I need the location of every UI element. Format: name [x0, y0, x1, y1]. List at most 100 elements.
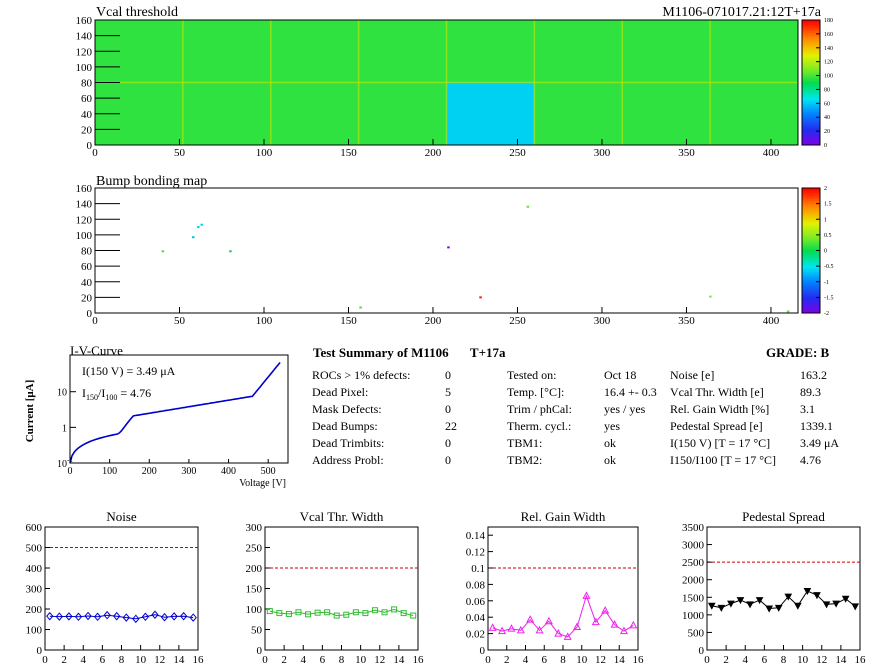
x-tick-label: 12 — [816, 654, 827, 666]
data-point — [803, 587, 812, 596]
summary-value: 0 — [445, 402, 451, 416]
palette-cell — [802, 38, 820, 42]
palette-frame — [801, 19, 821, 146]
summary-row: Mask Defects: 0 — [312, 401, 457, 418]
y-tick-label: 40 — [81, 277, 93, 289]
x-tick-label: 350 — [678, 147, 695, 159]
dead-bump-marker — [479, 296, 482, 299]
palette-cell — [802, 140, 820, 144]
palette-cell — [802, 115, 820, 119]
y-tick-label: 0.06 — [466, 596, 486, 608]
x-tick-label: 2 — [61, 654, 67, 666]
palette-cell — [802, 53, 820, 56]
summary-row: Noise [e] 163.2 — [670, 367, 839, 384]
data-point — [516, 625, 525, 634]
summary-value: 3.1 — [800, 402, 815, 416]
y-tick-label: 1000 — [682, 610, 705, 622]
x-tick-label: 400 — [763, 315, 780, 327]
summary-temp-label: T+17a — [469, 345, 506, 360]
summary-label: ROCs > 1% defects: — [312, 368, 411, 382]
graph-title: Vcal Thr. Width — [300, 509, 384, 524]
data-point — [746, 601, 754, 609]
summary-value: 1339.1 — [800, 419, 833, 433]
palette-cell — [802, 308, 820, 312]
data-point — [314, 609, 321, 616]
summary-row: Pedestal Spread [e] 1339.1 — [670, 418, 839, 435]
palette-cell — [802, 252, 820, 256]
palette-cell — [802, 288, 820, 291]
y-tick-label: 3500 — [682, 522, 705, 534]
x-tick-label: 100 — [256, 315, 273, 327]
data-point — [765, 605, 773, 613]
bump-map-title: Bump bonding map — [96, 174, 208, 189]
palette-cell — [802, 22, 820, 25]
y-tick-label: 50 — [251, 625, 263, 637]
data-point — [841, 595, 850, 603]
y-tick-label: 0 — [257, 645, 263, 657]
x-tick-label: 0 — [92, 315, 98, 327]
palette-cell — [802, 294, 820, 297]
palette-cell — [802, 296, 820, 299]
data-point — [305, 611, 312, 618]
data-point — [526, 615, 535, 623]
palette-cell — [802, 101, 820, 104]
x-tick-label: 150 — [340, 147, 357, 159]
summary-title: Test Summary of M1106 T+17a — [313, 345, 506, 361]
palette-cell — [802, 128, 820, 131]
palette-cell — [802, 40, 820, 44]
summary-label: Pedestal Spread [e] — [670, 419, 763, 433]
summary-label: Vcal Thr. Width [e] — [670, 385, 764, 399]
x-tick-label: 6 — [100, 654, 106, 666]
y-tick-label: 0.12 — [466, 547, 485, 559]
x-tick-label: 4 — [301, 654, 307, 666]
data-point — [132, 614, 140, 624]
graph-title: Noise — [106, 509, 137, 524]
palette-tick-label: 180 — [824, 18, 833, 24]
y-tick-label: 400 — [26, 563, 43, 575]
summary-label: Tested on: — [507, 368, 557, 382]
x-tick-label: 4 — [743, 654, 749, 666]
palette-cell — [802, 111, 820, 115]
data-point — [535, 625, 544, 634]
graph-frame — [264, 526, 419, 651]
summary-label: Dead Pixel: — [312, 385, 369, 399]
palette-cell — [802, 124, 820, 127]
x-tick-label: 14 — [393, 654, 405, 666]
graph-title: Pedestal Spread — [742, 509, 825, 524]
palette-cell — [802, 65, 820, 69]
data-point — [488, 623, 497, 631]
palette-cell — [802, 229, 820, 233]
summary-row: Dead Trimbits: 0 — [312, 435, 457, 452]
iv-curve-line — [69, 361, 281, 464]
x-tick-label: 14 — [614, 654, 626, 666]
palette-cell — [802, 70, 820, 73]
y-tick-label: 20 — [81, 124, 93, 136]
palette-cell — [802, 95, 820, 98]
x-tick-label: 150 — [340, 315, 357, 327]
summary-value: yes / yes — [604, 402, 646, 416]
summary-row: Temp. [°C]: 16.4 +- 0.3 — [507, 384, 657, 401]
palette-cell — [802, 90, 820, 94]
data-point — [832, 600, 840, 608]
palette-cell — [802, 217, 820, 220]
palette-cell — [802, 263, 820, 266]
x-tick-label: 16 — [193, 654, 205, 666]
x-tick-label: 200 — [142, 466, 157, 477]
x-tick-label: 6 — [542, 654, 548, 666]
x-tick-label: 16 — [633, 654, 645, 666]
x-tick-label: 2 — [504, 654, 510, 666]
data-point — [343, 611, 350, 618]
data-point — [170, 612, 178, 621]
palette-cell — [802, 231, 820, 235]
dead-bump-marker — [192, 236, 195, 239]
x-tick-label: 0 — [485, 654, 491, 666]
data-point — [573, 622, 582, 631]
palette-cell — [802, 24, 820, 27]
data-point — [285, 610, 292, 617]
palette-cell — [802, 113, 820, 117]
y-tick-label: 160 — [76, 183, 93, 195]
x-tick-label: 300 — [594, 147, 611, 159]
palette-cell — [802, 227, 820, 231]
x-tick-label: 350 — [678, 315, 695, 327]
summary-value: 3.49 μA — [800, 436, 840, 450]
